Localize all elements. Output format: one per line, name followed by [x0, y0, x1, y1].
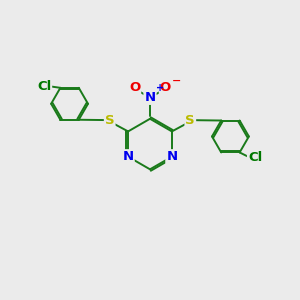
- Text: S: S: [105, 114, 115, 127]
- Text: O: O: [129, 81, 140, 94]
- Text: +: +: [156, 83, 164, 93]
- Text: N: N: [166, 150, 177, 163]
- Text: N: N: [144, 91, 156, 104]
- Text: −: −: [171, 75, 181, 85]
- Text: Cl: Cl: [37, 80, 51, 93]
- Text: O: O: [160, 81, 171, 94]
- Text: Cl: Cl: [248, 151, 262, 164]
- Text: S: S: [185, 114, 195, 127]
- Text: N: N: [123, 150, 134, 163]
